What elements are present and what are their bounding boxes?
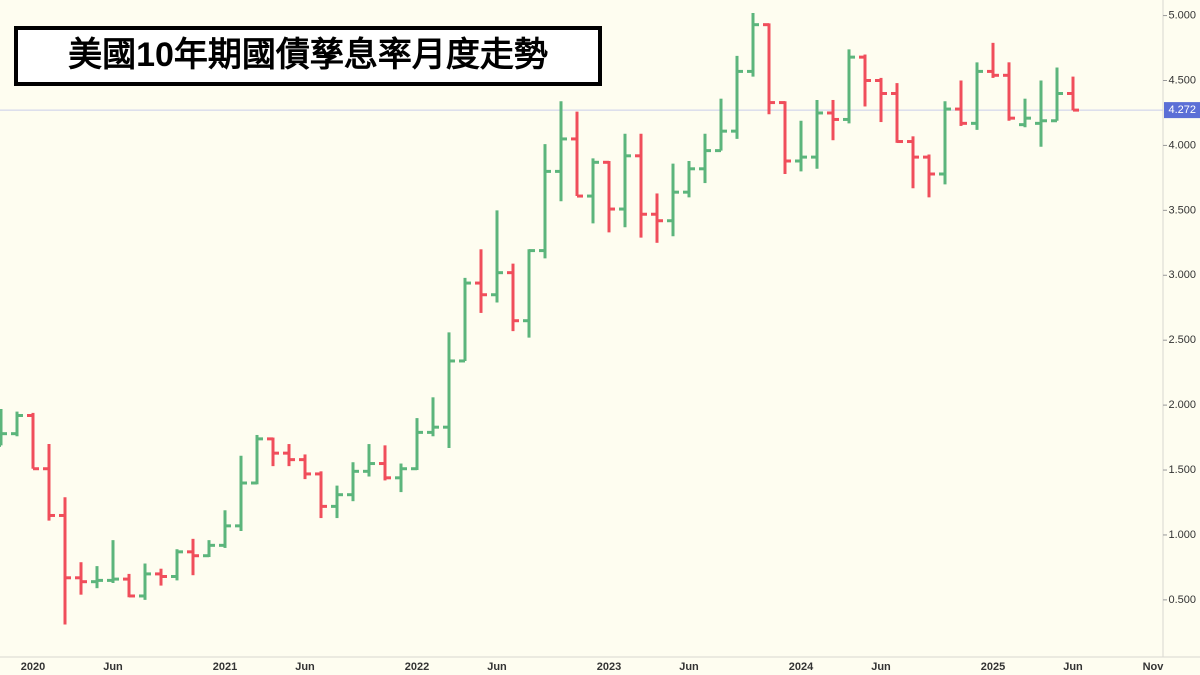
- x-tick-label: 2024: [789, 661, 814, 673]
- x-tick-label: 2022: [405, 661, 429, 673]
- y-tick-label: 0.500: [1168, 594, 1196, 606]
- y-tick-label: 4.500: [1168, 74, 1196, 86]
- last-price-label: 4.272: [1168, 104, 1196, 116]
- x-tick-label: Nov: [1143, 661, 1165, 673]
- y-tick-label: 3.000: [1168, 269, 1196, 281]
- last-price-box: [1164, 102, 1200, 119]
- chart-title: 美國10年期國債孳息率月度走勢: [68, 35, 548, 74]
- y-tick-label: 2.500: [1168, 334, 1196, 346]
- title-box: [14, 26, 602, 86]
- x-tick-label: Jun: [487, 661, 507, 673]
- x-tick-label: 2023: [597, 661, 621, 673]
- x-tick-label: Jun: [679, 661, 699, 673]
- x-tick-label: Jun: [1063, 661, 1083, 673]
- y-tick-label: 1.000: [1168, 529, 1196, 541]
- y-tick-label: 4.000: [1168, 139, 1196, 151]
- x-tick-label: Jun: [871, 661, 891, 673]
- y-tick-label: 3.500: [1168, 204, 1196, 216]
- y-tick-label: 2.000: [1168, 399, 1196, 411]
- x-tick-label: 2025: [981, 661, 1005, 673]
- x-tick-label: Jun: [295, 661, 315, 673]
- y-tick-label: 5.000: [1168, 9, 1196, 21]
- y-tick-label: 1.500: [1168, 464, 1196, 476]
- x-tick-label: 2021: [213, 661, 237, 673]
- plot-area: [0, 12, 1163, 625]
- x-tick-label: Jun: [103, 661, 123, 673]
- x-tick-label: 2020: [21, 661, 45, 673]
